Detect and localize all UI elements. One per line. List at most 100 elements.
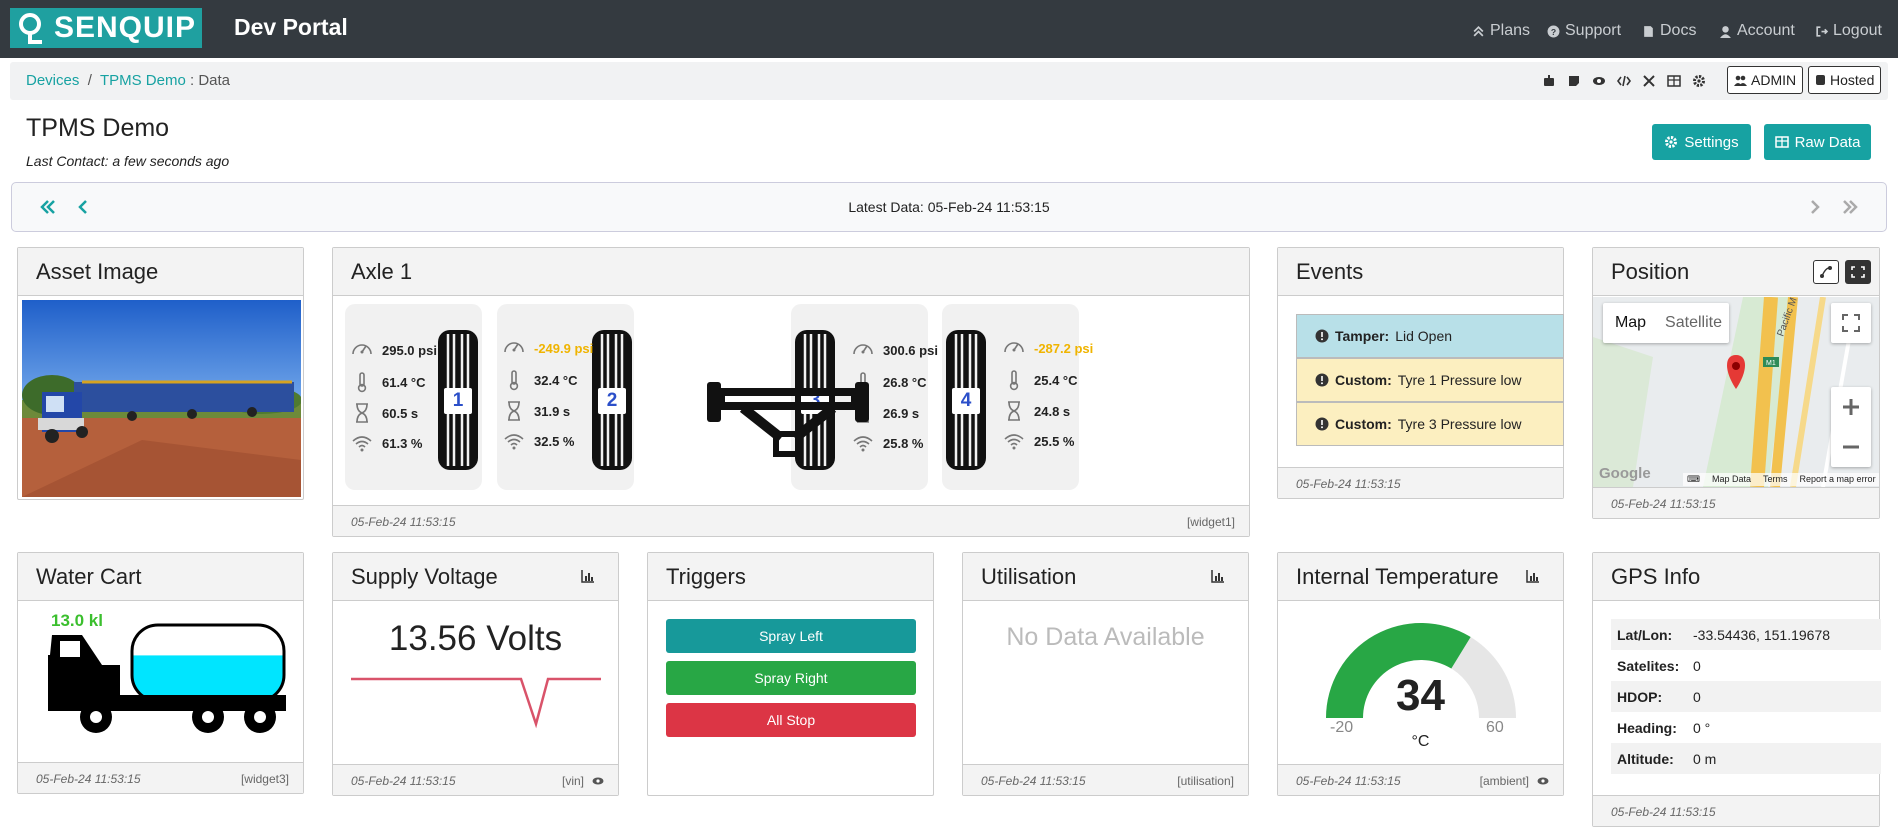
robot-icon[interactable] bbox=[1542, 74, 1556, 88]
raw-data-button[interactable]: Raw Data bbox=[1764, 124, 1871, 160]
eye-icon[interactable] bbox=[1592, 74, 1606, 88]
nav-account[interactable]: Account bbox=[1719, 22, 1795, 40]
trigger-button[interactable]: Spray Right bbox=[666, 661, 916, 695]
map-marker-icon[interactable] bbox=[1727, 355, 1745, 389]
admin-button[interactable]: ADMIN bbox=[1727, 66, 1804, 94]
table-icon[interactable] bbox=[1667, 74, 1681, 88]
temperature-title: Internal Temperature bbox=[1296, 564, 1499, 589]
nav-logout-label: Logout bbox=[1833, 22, 1882, 39]
brand-logo[interactable]: SENQUIP bbox=[10, 8, 202, 48]
nav-account-label: Account bbox=[1737, 22, 1795, 39]
code-icon[interactable] bbox=[1617, 74, 1631, 88]
route-button[interactable] bbox=[1813, 260, 1839, 284]
prev-page-icon[interactable] bbox=[74, 197, 94, 217]
temperature-header: Internal Temperature bbox=[1278, 553, 1563, 601]
water-level-fill bbox=[132, 655, 284, 701]
google-logo: Google bbox=[1599, 465, 1651, 482]
tyre-temp: 32.4 °C bbox=[502, 368, 578, 392]
tyre-time: 24.8 s bbox=[1002, 399, 1070, 423]
tyre-pressure-value: -249.9 psi bbox=[534, 340, 594, 356]
tools-icon[interactable] bbox=[1642, 74, 1656, 88]
trigger-button[interactable]: Spray Left bbox=[666, 619, 916, 653]
svg-text:?: ? bbox=[1551, 26, 1556, 36]
utilisation-header: Utilisation bbox=[963, 553, 1248, 601]
map-fullscreen-button[interactable] bbox=[1831, 303, 1871, 343]
breadcrumb-separator: / bbox=[83, 72, 97, 89]
eye-icon[interactable] bbox=[1537, 776, 1549, 786]
gps-value: 0 bbox=[1693, 657, 1701, 674]
breadcrumb-device[interactable]: TPMS Demo bbox=[99, 72, 186, 89]
utilisation-title: Utilisation bbox=[981, 564, 1077, 589]
tyre-icon bbox=[592, 330, 632, 470]
tyre-pressure-value: -287.2 psi bbox=[1034, 340, 1094, 356]
next-page-icon[interactable] bbox=[1804, 197, 1824, 217]
data-navigation-bar: Latest Data: 05-Feb-24 11:53:15 bbox=[11, 182, 1887, 232]
gps-row: Altitude: 0 m bbox=[1611, 743, 1881, 774]
nav-support[interactable]: ? Support bbox=[1547, 22, 1621, 40]
zoom-control bbox=[1831, 387, 1871, 467]
nav-docs[interactable]: Docs bbox=[1642, 22, 1696, 40]
breadcrumb-bar: Devices / TPMS Demo : Data ADMIN Hosted bbox=[10, 62, 1888, 100]
temperature-unit: °C bbox=[1411, 733, 1430, 750]
tyre-time-value: 24.8 s bbox=[1034, 403, 1071, 419]
last-contact: Last Contact: a few seconds ago bbox=[26, 153, 230, 169]
keyboard-icon[interactable]: ⌨ bbox=[1687, 474, 1700, 484]
tyre-icon bbox=[946, 330, 986, 470]
first-page-icon[interactable] bbox=[38, 197, 58, 217]
chart-icon[interactable] bbox=[1525, 568, 1541, 584]
report-error-link[interactable]: Report a map error bbox=[1799, 474, 1876, 484]
eye-icon[interactable] bbox=[592, 776, 604, 786]
file-icon bbox=[1644, 25, 1653, 37]
route-icon bbox=[1820, 266, 1832, 278]
hosted-button[interactable]: Hosted bbox=[1808, 66, 1882, 94]
trigger-button[interactable]: All Stop bbox=[666, 703, 916, 737]
nav-plans-label: Plans bbox=[1490, 22, 1531, 39]
map-button[interactable]: Map bbox=[1614, 314, 1647, 331]
exclamation-circle-icon bbox=[1315, 329, 1329, 343]
chart-icon[interactable] bbox=[1210, 568, 1226, 584]
internal-temperature-card: Internal Temperature 34 °C -20 60 05-Feb… bbox=[1277, 552, 1564, 796]
tyre-temp-value: 26.8 °C bbox=[883, 374, 927, 390]
nav-support-label: Support bbox=[1565, 22, 1622, 39]
database-icon bbox=[1816, 75, 1825, 85]
tyre-temp-value: 61.4 °C bbox=[382, 374, 426, 390]
tyre-temp: 25.4 °C bbox=[1002, 368, 1078, 392]
zoom-in-icon[interactable] bbox=[1831, 387, 1871, 427]
satellite-button[interactable]: Satellite bbox=[1665, 314, 1722, 331]
tyre-signal: 61.3 % bbox=[350, 431, 422, 455]
nav-docs-label: Docs bbox=[1660, 22, 1697, 39]
senquip-logo-icon bbox=[19, 13, 42, 44]
sign-out-icon bbox=[1816, 25, 1828, 37]
settings-button[interactable]: Settings bbox=[1652, 124, 1751, 160]
gauge-min: -20 bbox=[1330, 719, 1354, 736]
voltage-value: 13.56 Volts bbox=[388, 619, 563, 658]
nav-plans[interactable]: Plans bbox=[1472, 22, 1530, 40]
route-label: M1 bbox=[1766, 360, 1776, 367]
last-page-icon[interactable] bbox=[1840, 197, 1860, 217]
chart-icon[interactable] bbox=[580, 568, 596, 584]
position-footer-time: 05-Feb-24 11:53:15 bbox=[1611, 497, 1716, 511]
tyre-panel: 1 295.0 psi 61.4 °C 60.5 s 61.3 % bbox=[345, 304, 482, 490]
breadcrumb: Devices / TPMS Demo : Data bbox=[26, 72, 230, 89]
fullscreen-button[interactable] bbox=[1845, 260, 1871, 284]
breadcrumb-devices[interactable]: Devices bbox=[26, 72, 80, 89]
axle-card: Axle 1 1 295.0 psi 61.4 °C 60.5 s 61.3 % 2 -24… bbox=[332, 247, 1250, 537]
note-icon[interactable] bbox=[1567, 74, 1581, 88]
no-data-text: No Data Available bbox=[1006, 623, 1205, 651]
tyre-panel: 2 -249.9 psi 32.4 °C 31.9 s 32.5 % bbox=[497, 304, 634, 490]
question-circle-icon: ? bbox=[1547, 25, 1560, 37]
nav-logout[interactable]: Logout bbox=[1815, 22, 1882, 40]
position-title-text: Position bbox=[1611, 259, 1690, 284]
map[interactable]: M1 Pacific M Map Satellite Google ⌨ Map … bbox=[1593, 297, 1879, 487]
gps-key: HDOP: bbox=[1617, 688, 1663, 705]
tyre-signal-value: 32.5 % bbox=[534, 433, 575, 449]
voltage-footer: 05-Feb-24 11:53:15 [vin] bbox=[333, 764, 618, 795]
tyre-number: 3 bbox=[809, 390, 821, 411]
gear-icon[interactable] bbox=[1692, 74, 1706, 88]
gps-row: Lat/Lon: -33.54436, 151.19678 bbox=[1611, 619, 1881, 650]
axle-footer: 05-Feb-24 11:53:15 [widget1] bbox=[333, 505, 1249, 536]
terms-link[interactable]: Terms bbox=[1763, 474, 1788, 484]
zoom-out-icon[interactable] bbox=[1831, 427, 1871, 467]
road-train-photo bbox=[22, 300, 301, 497]
tyre-signal-value: 61.3 % bbox=[382, 435, 423, 451]
